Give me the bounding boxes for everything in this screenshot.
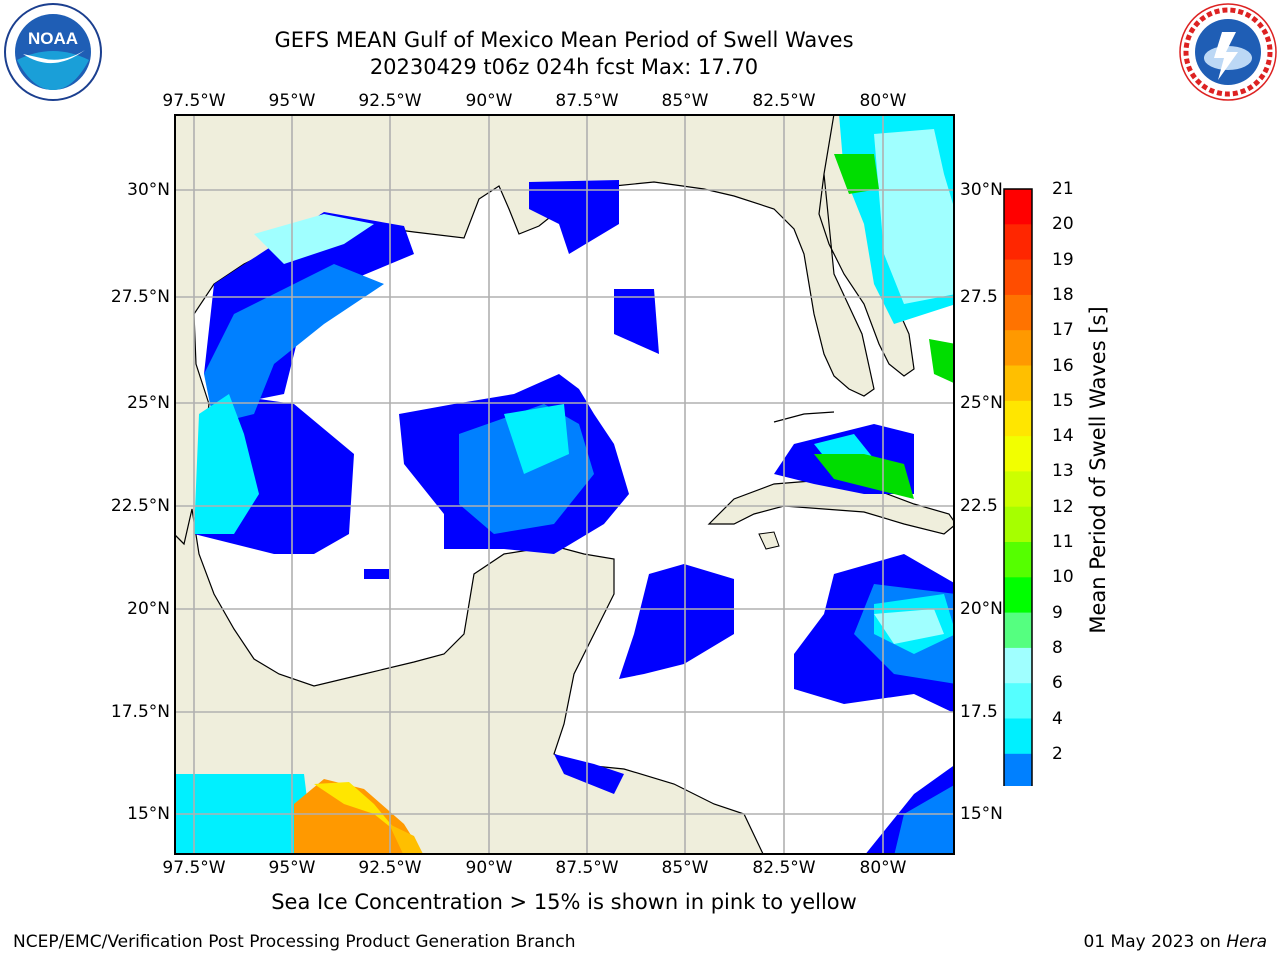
lon-label: 80°W [859, 91, 907, 111]
lon-label: 95°W [268, 91, 316, 111]
lon-label: 97.5°W [162, 91, 226, 111]
lat-label: 20°N [960, 599, 1003, 619]
colorbar-swatch [1004, 294, 1032, 331]
colorbar [1003, 188, 1033, 786]
lon-label: 85°W [661, 858, 709, 878]
colorbar-swatch [1004, 224, 1032, 261]
colorbar-tick-label: 17 [1052, 320, 1074, 340]
lon-label: 90°W [465, 91, 513, 111]
colorbar-swatch [1004, 612, 1032, 649]
colorbar-swatch [1004, 400, 1032, 437]
lon-label: 80°W [859, 858, 907, 878]
lat-label: 30°N [127, 180, 170, 200]
noaa-logo: NOAA [4, 3, 102, 101]
lat-label: 30°N [960, 180, 1003, 200]
colorbar-title: Mean Period of Swell Waves [s] [1086, 306, 1110, 634]
colorbar-swatch [1004, 506, 1032, 543]
colorbar-swatch [1004, 189, 1032, 225]
lat-label: 22.5°N [110, 496, 170, 516]
colorbar-swatch [1004, 577, 1032, 614]
colorbar-swatch [1004, 330, 1032, 366]
colorbar-swatch [1004, 542, 1032, 578]
lon-label: 90°W [465, 858, 513, 878]
colorbar-swatch [1004, 647, 1032, 684]
lat-label: 17.5 [960, 702, 998, 722]
lon-label: 92.5°W [358, 858, 422, 878]
lon-label: 87.5°W [555, 858, 619, 878]
lon-label: 95°W [268, 858, 316, 878]
lat-label: 22.5 [960, 496, 998, 516]
nws-logo [1179, 3, 1277, 101]
colorbar-tick-label: 18 [1052, 285, 1074, 305]
lon-label: 97.5°W [162, 858, 226, 878]
colorbar-tick-label: 15 [1052, 391, 1074, 411]
colorbar-tick-label: 19 [1052, 250, 1074, 270]
footer-host: Hera [1226, 932, 1267, 952]
colorbar-swatch [1004, 683, 1032, 719]
lon-label: 82.5°W [752, 91, 816, 111]
colorbar-swatch [1004, 718, 1032, 755]
colorbar-swatch [1004, 259, 1032, 296]
colorbar-tick-label: 9 [1052, 603, 1063, 623]
chart-title: GEFS MEAN Gulf of Mexico Mean Period of … [274, 28, 854, 52]
graticule [175, 115, 954, 854]
map-panel [174, 114, 956, 856]
colorbar-swatch [1004, 436, 1032, 472]
land-cuba [707, 479, 954, 535]
lat-label: 20°N [127, 599, 170, 619]
colorbar-tick-label: 11 [1052, 532, 1074, 552]
colorbar-tick-label: 2 [1052, 744, 1063, 764]
chart-subtitle: 20230429 t06z 024h fcst Max: 17.70 [369, 55, 759, 79]
colorbar-swatch [1004, 365, 1032, 402]
footer-date-text: 01 May 2023 on [1083, 932, 1227, 952]
colorbar-tick-label: 4 [1052, 709, 1063, 729]
colorbar-tick-label: 13 [1052, 461, 1074, 481]
colorbar-swatch [1004, 753, 1032, 786]
noaa-logo-text: NOAA [28, 29, 78, 48]
colorbar-tick-label: 21 [1052, 179, 1074, 199]
colorbar-tick-label: 14 [1052, 426, 1074, 446]
lat-label: 27.5°N [110, 287, 170, 307]
footer-credit: NCEP/EMC/Verification Post Processing Pr… [13, 932, 576, 952]
colorbar-tick-label: 6 [1052, 673, 1063, 693]
lon-label: 92.5°W [358, 91, 422, 111]
lat-label: 25°N [127, 393, 170, 413]
lon-label: 82.5°W [752, 858, 816, 878]
colorbar-tick-label: 12 [1052, 497, 1074, 517]
lat-label: 15°N [127, 804, 170, 824]
colorbar-swatch [1004, 471, 1032, 508]
lat-label: 25°N [960, 393, 1003, 413]
lat-label: 27.5 [960, 287, 998, 307]
colorbar-tick-label: 20 [1052, 214, 1074, 234]
colorbar-tick-label: 16 [1052, 356, 1074, 376]
lat-label: 17.5°N [110, 702, 170, 722]
lon-label: 87.5°W [555, 91, 619, 111]
colorbar-tick-label: 10 [1052, 567, 1074, 587]
footer-date: 01 May 2023 on Hera [1084, 932, 1268, 952]
sea-ice-note: Sea Ice Concentration > 15% is shown in … [271, 890, 857, 914]
lon-label: 85°W [661, 91, 709, 111]
colorbar-tick-label: 8 [1052, 638, 1063, 658]
lat-label: 15°N [960, 804, 1003, 824]
